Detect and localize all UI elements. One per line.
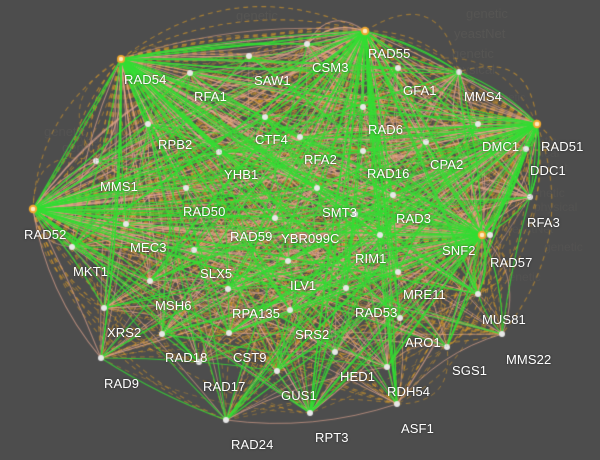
network-graph-canvas[interactable]	[0, 0, 600, 460]
network-graph-viewer[interactable]: genetic yeastNet genetic yeastNet genetic phy…	[0, 0, 600, 460]
